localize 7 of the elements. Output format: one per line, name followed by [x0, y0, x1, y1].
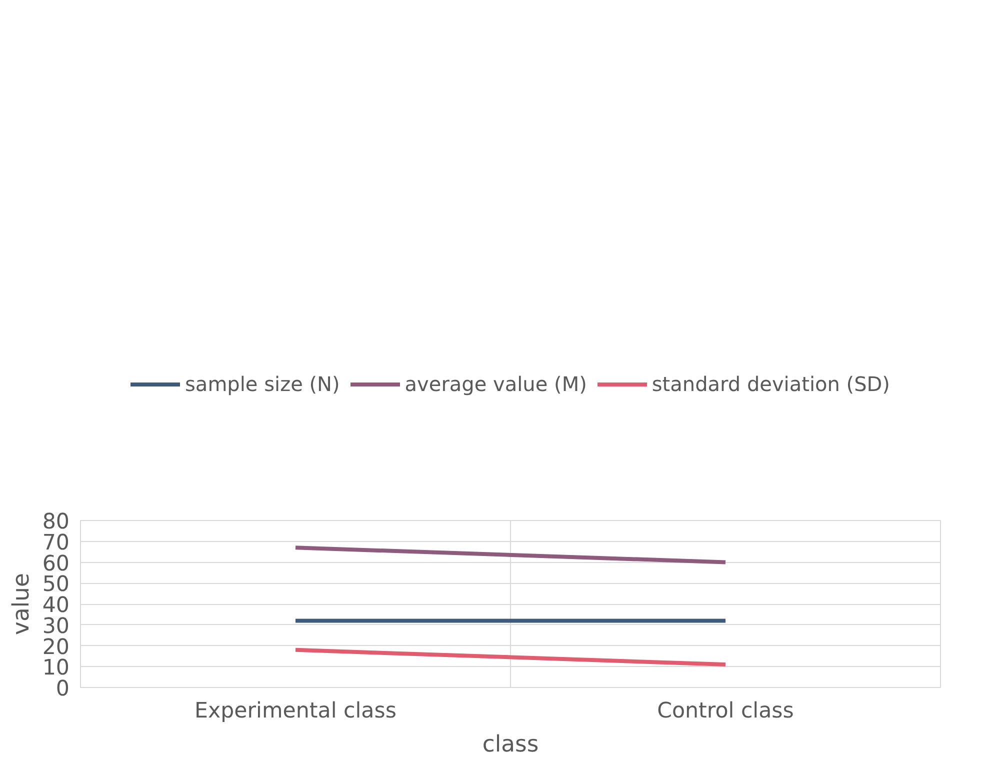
x-tick-label: Control class	[657, 698, 794, 724]
y-axis-title: value	[8, 573, 34, 635]
legend-label: average value (M)	[404, 372, 587, 396]
legend-label: sample size (N)	[185, 372, 340, 396]
legend-label: standard deviation (SD)	[652, 372, 890, 396]
x-axis-title: class	[482, 732, 539, 758]
x-tick-label: Experimental class	[194, 698, 396, 724]
